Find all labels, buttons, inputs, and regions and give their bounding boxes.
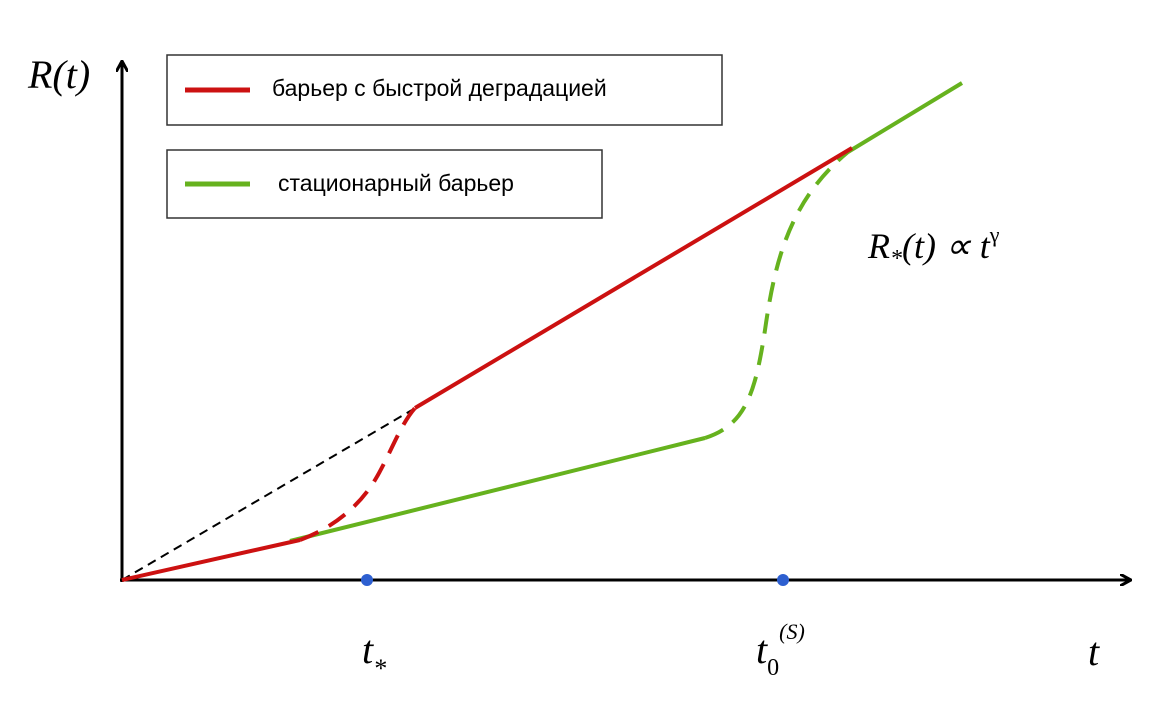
y-axis-label: R(t)	[27, 52, 90, 97]
reference-line	[121, 409, 413, 581]
green-solid	[846, 81, 964, 154]
red-solid	[413, 146, 854, 410]
marker-label: t0(S)	[756, 619, 805, 681]
legend-label: барьер с быстрой деградацией	[272, 75, 607, 101]
annotation-part: (t) ∝ t	[902, 226, 991, 266]
marker-label-part: *	[373, 654, 386, 683]
marker-label-part: 0	[767, 655, 779, 681]
annotation-part: γ	[989, 222, 1000, 247]
annotation-part: R	[867, 226, 890, 266]
marker-label-part: (S)	[779, 619, 805, 644]
marker-label: t*	[362, 627, 386, 683]
red-dashed	[299, 406, 417, 542]
red-solid	[121, 538, 301, 582]
green-dashed	[704, 150, 850, 440]
annotation-part: *	[890, 246, 902, 272]
marker-dot	[777, 574, 789, 586]
legend-box	[166, 54, 723, 126]
legend-label: стационарный барьер	[278, 170, 514, 196]
marker-label-part: t	[362, 627, 374, 672]
marker-dot	[361, 574, 373, 586]
green-solid	[289, 436, 706, 543]
marker-label-part: t	[756, 627, 768, 672]
annotation: R*(t) ∝ tγ	[867, 222, 1000, 272]
x-axis-label: t	[1088, 629, 1100, 674]
